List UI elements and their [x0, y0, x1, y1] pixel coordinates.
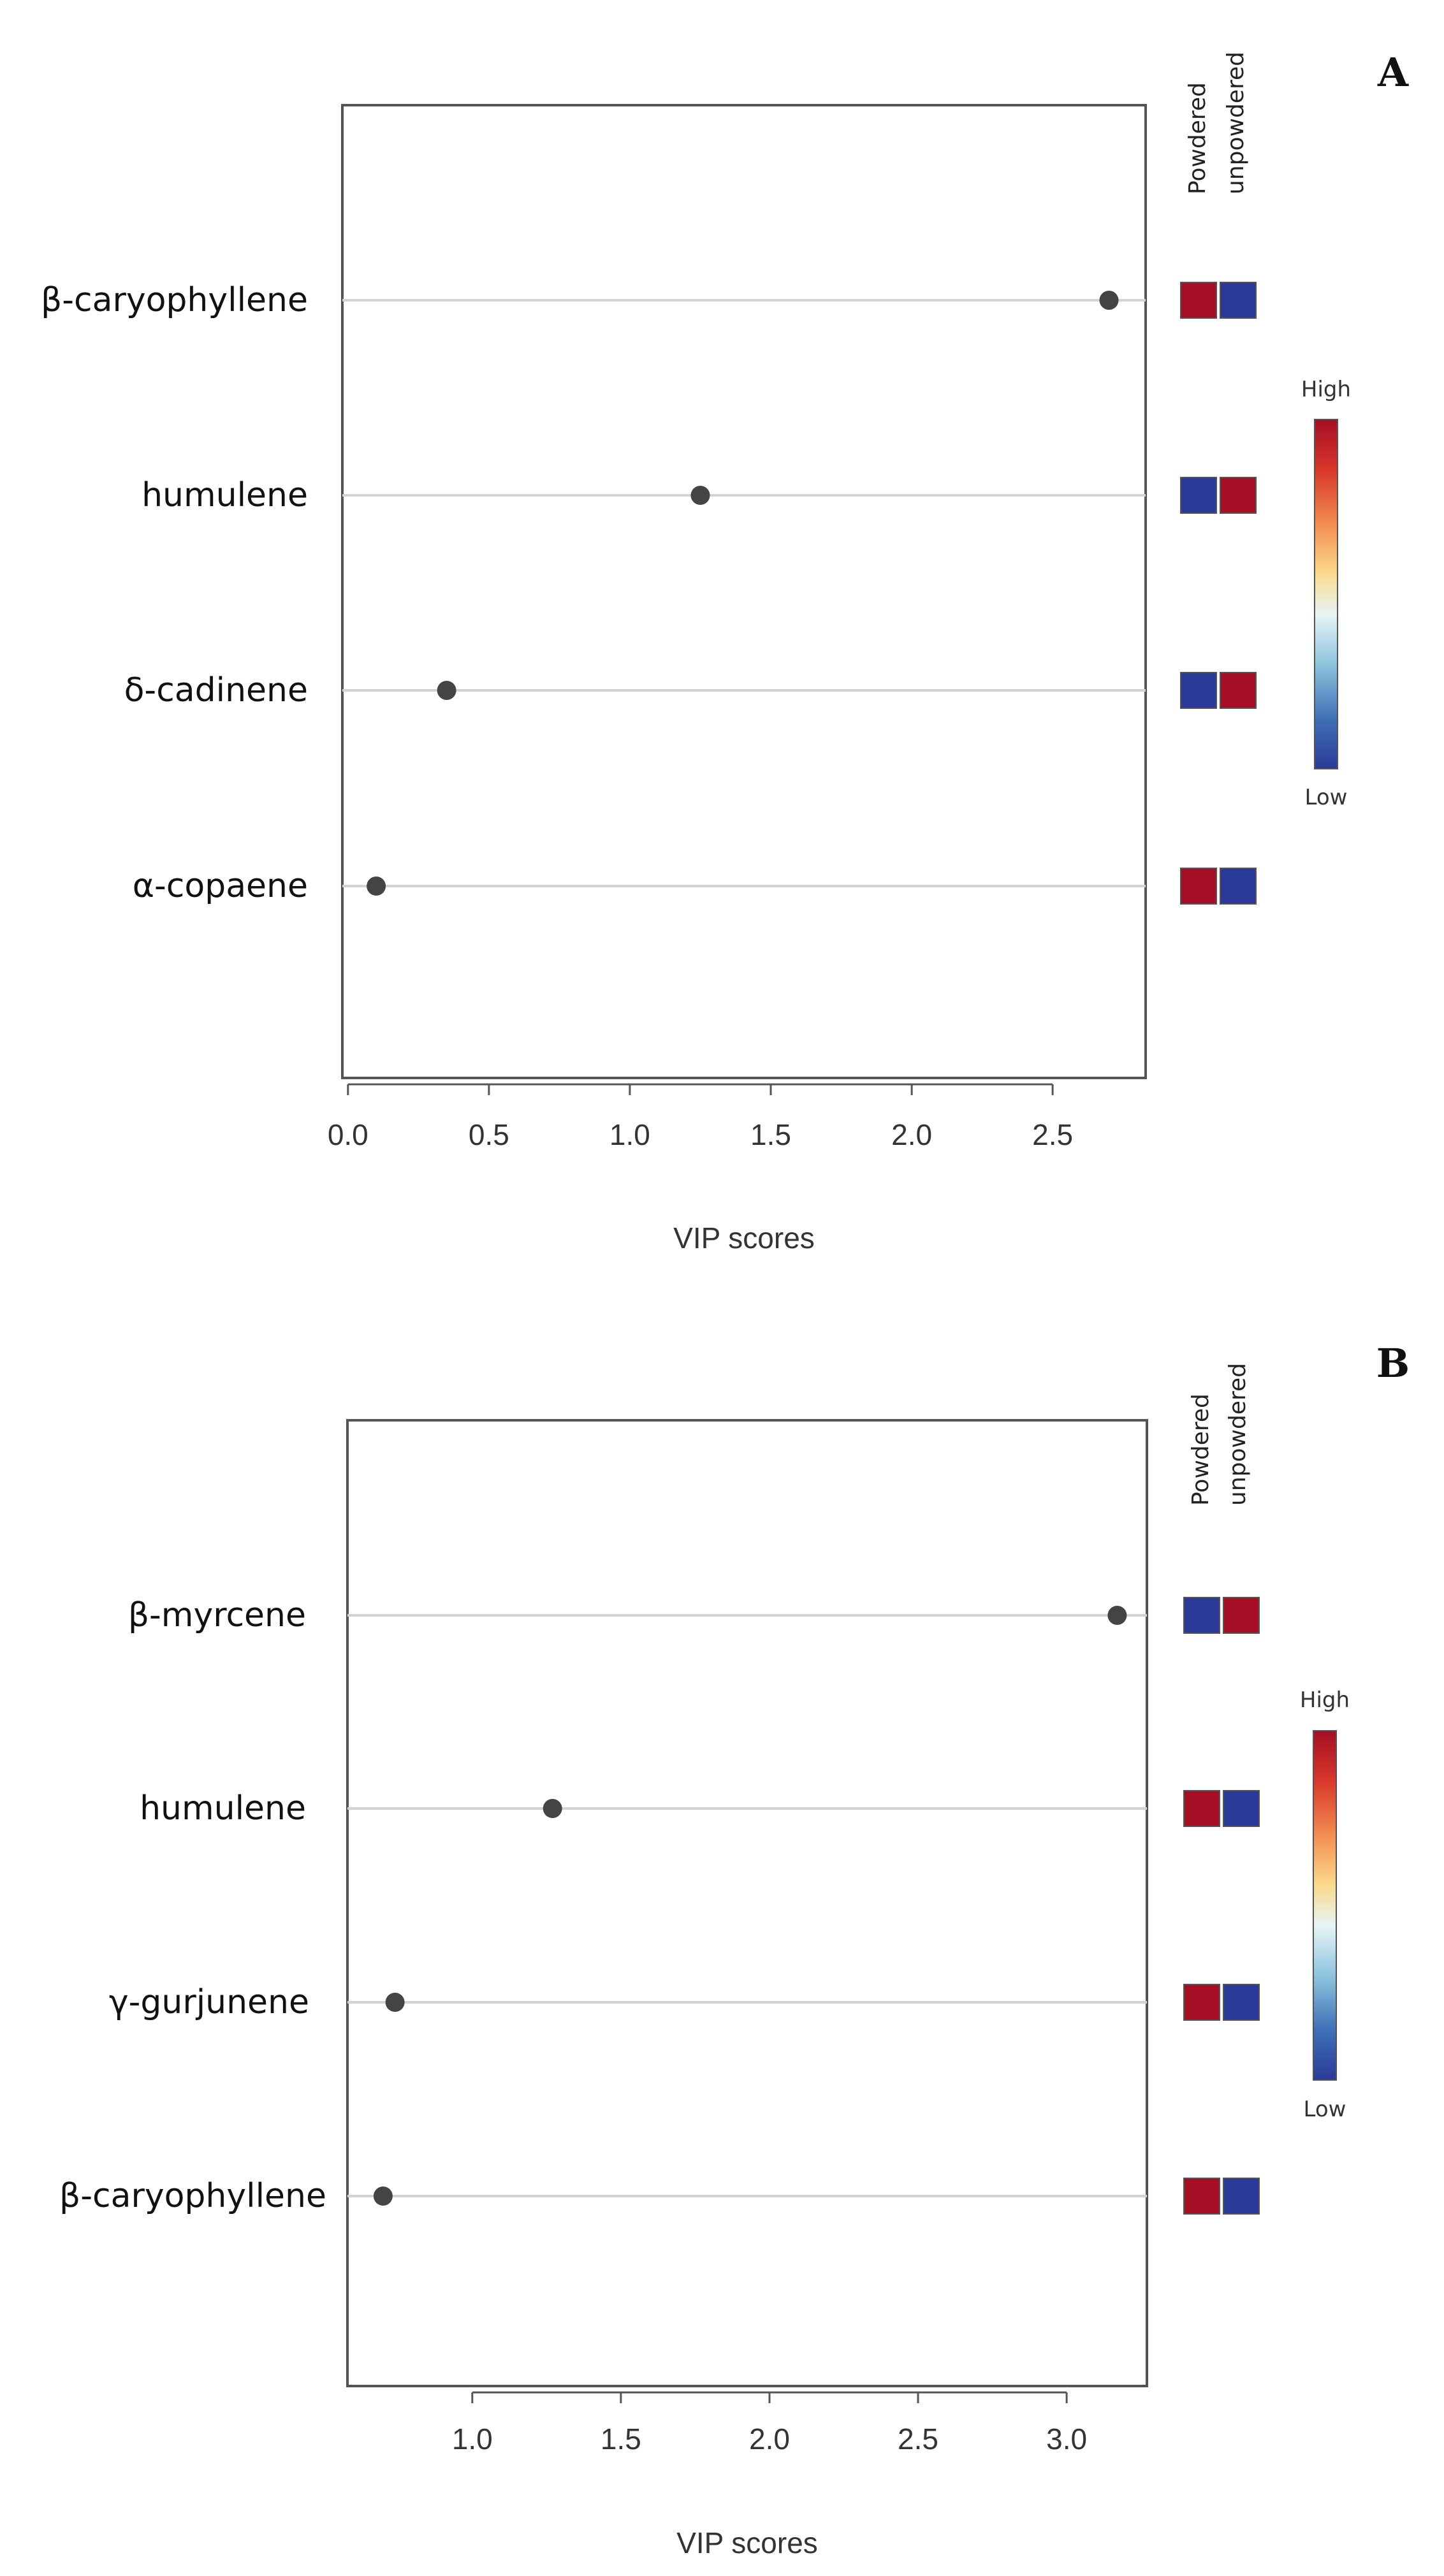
- data-point: [543, 1799, 562, 1818]
- category-label: α-copaene: [133, 867, 308, 905]
- heatmap-cell: [1183, 2178, 1220, 2215]
- category-label: β-caryophyllene: [59, 2177, 326, 2215]
- data-points-b: [373, 1606, 1127, 2206]
- heatmap-cell: [1183, 1984, 1220, 2021]
- x-tick-label: 2.0: [749, 2422, 790, 2456]
- color-scale-a: High Low: [1301, 377, 1351, 810]
- panel-a: A β-caryophyllene humulene δ-cadinene α-…: [41, 49, 1409, 1255]
- plot-frame-a: [341, 104, 1147, 1079]
- color-scale-b: High Low: [1300, 1687, 1350, 2122]
- data-point: [1099, 291, 1119, 310]
- heatmap-header-b: Powdered unpowdered: [1188, 1363, 1251, 1506]
- data-points-a: [367, 291, 1119, 896]
- scale-label-low: Low: [1304, 2097, 1346, 2122]
- category-label: δ-cadinene: [124, 671, 308, 709]
- column-header-powdered: Powdered: [1185, 82, 1211, 194]
- heatmap-cell: [1223, 1984, 1260, 2021]
- x-tick-label: 0.0: [328, 1118, 368, 1151]
- x-tick: 3.0: [1046, 2392, 1087, 2456]
- heatmap-cell: [1220, 672, 1257, 709]
- heatmap-header-a: Powdered unpowdered: [1185, 52, 1249, 194]
- x-tick: 1.5: [750, 1084, 791, 1151]
- category-label: β-myrcene: [128, 1596, 306, 1634]
- color-scale-bar: [1313, 1730, 1337, 2081]
- x-tick-label: 1.0: [452, 2422, 493, 2456]
- x-tick: 2.5: [1032, 1084, 1073, 1151]
- category-label: humulene: [142, 476, 308, 514]
- x-tick-label: 1.5: [750, 1118, 791, 1151]
- heatmap-cell: [1180, 672, 1217, 709]
- data-point: [690, 486, 710, 505]
- grid-lines-b: [347, 1614, 1147, 2197]
- x-tick: 0.5: [469, 1084, 509, 1151]
- heatmap-cells-a: [1180, 282, 1257, 905]
- color-scale-bar: [1314, 419, 1338, 769]
- heatmap-cell: [1180, 282, 1217, 319]
- x-tick: 2.0: [891, 1084, 932, 1151]
- category-label: humulene: [140, 1789, 306, 1828]
- data-point: [437, 681, 456, 700]
- x-tick-label: 3.0: [1046, 2422, 1087, 2456]
- panel-label-a: A: [1377, 49, 1409, 96]
- column-header-powdered: Powdered: [1188, 1394, 1214, 1506]
- heatmap-cell: [1223, 1790, 1260, 1827]
- data-point: [367, 877, 386, 896]
- heatmap-cell: [1220, 282, 1257, 319]
- x-axis-a: 0.0 0.5 1.0 1.5 2.0 2.5 VIP scor: [328, 1083, 1073, 1255]
- heatmap-cell: [1180, 868, 1217, 905]
- data-point: [373, 2187, 393, 2206]
- x-axis-b: 1.0 1.5 2.0 2.5 3.0 VIP scores: [452, 2391, 1087, 2559]
- data-point: [385, 1993, 405, 2012]
- category-labels-b: β-myrcene humulene γ-gurjunene β-caryoph…: [59, 1596, 326, 2215]
- x-tick-label: 2.5: [1032, 1118, 1073, 1151]
- x-tick-label: 2.5: [898, 2422, 938, 2456]
- column-header-unpowdered: unpowdered: [1223, 52, 1249, 194]
- x-tick: 1.0: [452, 2392, 493, 2456]
- scale-label-high: High: [1300, 1687, 1350, 1713]
- grid-lines-a: [342, 299, 1146, 887]
- heatmap-cells-b: [1183, 1597, 1260, 2215]
- heatmap-cell: [1183, 1790, 1220, 1827]
- x-tick-label: 1.0: [609, 1118, 650, 1151]
- heatmap-cell: [1223, 2178, 1260, 2215]
- x-tick-label: 1.5: [601, 2422, 641, 2456]
- plot-frame-b: [346, 1419, 1148, 2387]
- x-tick: 1.0: [609, 1084, 650, 1151]
- x-axis-title: VIP scores: [676, 2526, 818, 2559]
- scale-label-high: High: [1301, 377, 1351, 402]
- category-label: β-caryophyllene: [41, 281, 308, 319]
- heatmap-cell: [1180, 477, 1217, 514]
- category-labels-a: β-caryophyllene humulene δ-cadinene α-co…: [41, 281, 308, 905]
- category-label: γ-gurjunene: [109, 1983, 309, 2021]
- panel-label-b: B: [1376, 1340, 1410, 1386]
- x-tick: 2.0: [749, 2392, 790, 2456]
- heatmap-cell: [1183, 1597, 1220, 1634]
- heatmap-cell: [1220, 868, 1257, 905]
- heatmap-cell: [1223, 1597, 1260, 1634]
- panel-b: B β-myrcene humulene γ-gurjunene β-caryo…: [59, 1340, 1410, 2559]
- heatmap-cell: [1220, 477, 1257, 514]
- column-header-unpowdered: unpowdered: [1225, 1363, 1251, 1506]
- x-axis-title: VIP scores: [673, 1221, 815, 1255]
- x-tick: 1.5: [601, 2392, 641, 2456]
- x-tick: 0.0: [328, 1084, 368, 1151]
- x-tick: 2.5: [898, 2392, 938, 2456]
- scale-label-low: Low: [1305, 785, 1348, 810]
- x-tick-label: 2.0: [891, 1118, 932, 1151]
- data-point: [1107, 1606, 1127, 1625]
- x-tick-label: 0.5: [469, 1118, 509, 1151]
